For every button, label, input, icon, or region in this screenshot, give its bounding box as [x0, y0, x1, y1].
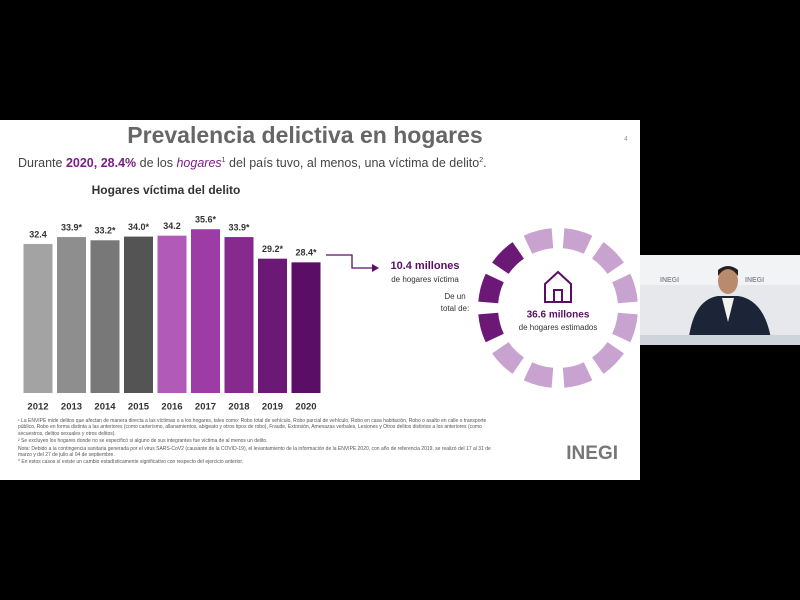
- subtitle: Durante 2020, 28.4% de los hogares1 del …: [18, 156, 487, 170]
- victims: 10.4 millones: [390, 260, 459, 272]
- bar: [224, 237, 254, 393]
- ring-segment: [478, 312, 504, 343]
- bar: [157, 235, 187, 393]
- footnote: ¹ La ENVIPE mide delitos que afectan de …: [18, 418, 487, 437]
- chart-title: Hogares víctima del delito: [92, 183, 241, 197]
- value-label: 29.2*: [262, 244, 284, 254]
- inset-logo: INEGI: [745, 277, 764, 284]
- subtitle-text: Durante: [18, 156, 66, 170]
- footnote: * En estos casos sí existe un cambio est…: [18, 459, 244, 466]
- total: 36.6 millones: [527, 310, 590, 321]
- x-tick-label: 2019: [262, 402, 283, 413]
- bar: [258, 258, 287, 393]
- ring-segment: [492, 242, 524, 274]
- subtitle-text: .: [483, 156, 487, 170]
- ring-segment: [592, 242, 624, 274]
- value-label: 35.6*: [195, 215, 217, 225]
- value-label: 33.9*: [61, 222, 83, 232]
- footnote: ² Se excluyen los hogares donde no se es…: [18, 438, 268, 445]
- slide-title: Prevalencia delictiva en hogares: [127, 122, 482, 148]
- footnote-ref: 1: [221, 156, 226, 164]
- logo: INEGI: [566, 443, 618, 464]
- subtitle-italic: hogares: [176, 156, 222, 170]
- ring-segment: [478, 273, 504, 304]
- value-label: 33.2*: [94, 226, 116, 236]
- connector: [326, 254, 372, 269]
- ring-segment: [562, 228, 593, 254]
- ring-segment: [612, 273, 638, 304]
- x-tick-label: 2016: [161, 402, 182, 413]
- bar: [23, 243, 53, 393]
- total-label: de hogares estimados: [519, 323, 598, 332]
- bar: [124, 236, 153, 393]
- subtitle-text: de los: [136, 156, 177, 170]
- x-tick-label: 2014: [94, 402, 116, 413]
- subtitle-text: del país tuvo, al menos, una víctima de …: [225, 156, 480, 170]
- value-label: 33.9*: [228, 222, 250, 232]
- x-tick-label: 2015: [128, 402, 150, 413]
- ring-segment: [612, 312, 638, 343]
- ring-segment: [523, 228, 554, 254]
- victims-label: de hogares víctima: [391, 275, 459, 284]
- x-tick-label: 2018: [228, 402, 249, 413]
- arrow-head: [372, 264, 379, 272]
- intro: De un: [444, 292, 465, 301]
- value-label: 34.0*: [128, 222, 150, 232]
- x-tick-label: 2017: [195, 402, 216, 413]
- bar: [191, 229, 220, 393]
- footnote-ref: 2: [479, 156, 484, 164]
- value-label: 34.2: [163, 221, 181, 231]
- subtitle-highlight: 2020, 28.4%: [65, 156, 137, 170]
- bar: [291, 262, 321, 393]
- intro: total de:: [441, 304, 469, 313]
- value-label: 28.4*: [295, 248, 317, 258]
- bar: [57, 237, 86, 393]
- x-tick-label: 2013: [61, 402, 82, 413]
- inset-logo: INEGI: [660, 277, 679, 284]
- value-label: 32.4: [29, 229, 47, 239]
- house-icon: [544, 270, 572, 303]
- donut-ring: [478, 228, 638, 388]
- inset-video: INEGI INEGI: [640, 255, 800, 345]
- ring-segment: [562, 362, 593, 388]
- bar: [90, 240, 120, 393]
- footnotes: ¹ La ENVIPE mide delitos que afectan de …: [18, 418, 498, 467]
- ring-segment: [492, 342, 524, 374]
- x-tick-label: 2012: [27, 402, 48, 413]
- footnote: Nota: Debido a la contingencia sanitaria…: [18, 445, 491, 459]
- x-tick-label: 2020: [295, 402, 316, 413]
- ring-segment: [592, 342, 624, 374]
- bar-chart: 32.4 2012 33.9* 2013 33.2* 2014 34.0* 2015 34.2 2…: [23, 215, 321, 413]
- page-number: 4: [624, 136, 628, 143]
- ring-segment: [523, 362, 554, 388]
